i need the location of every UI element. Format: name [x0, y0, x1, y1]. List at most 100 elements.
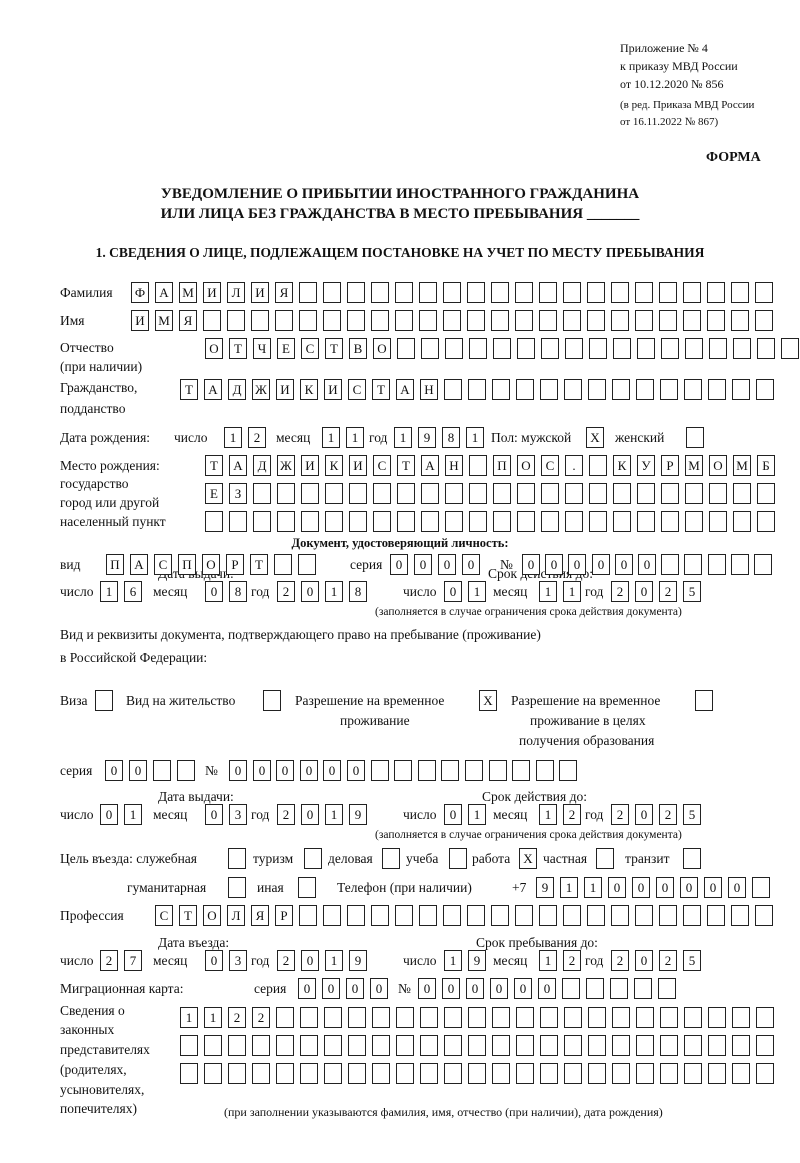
- birth-place2-cell[interactable]: [685, 483, 703, 504]
- birth-place2-cell[interactable]: [253, 483, 271, 504]
- entry-year-cell[interactable]: 0: [301, 950, 319, 971]
- reps1-cell[interactable]: [612, 1007, 630, 1028]
- until-day-cell[interactable]: 9: [468, 950, 486, 971]
- citizenship-cell[interactable]: [732, 379, 750, 400]
- patronymic-cell[interactable]: О: [373, 338, 391, 359]
- name-cell[interactable]: [539, 310, 557, 331]
- reps2-cell[interactable]: [732, 1035, 750, 1056]
- p-business-cell[interactable]: [382, 848, 400, 869]
- stay-number-cell[interactable]: 0: [276, 760, 294, 781]
- stay-number-cell[interactable]: 0: [253, 760, 271, 781]
- id-issue-year-cell[interactable]: 2: [277, 581, 295, 602]
- surname-cell[interactable]: Ф: [131, 282, 149, 303]
- stay-number-cell[interactable]: [371, 760, 389, 781]
- until-year-cell[interactable]: 2: [659, 950, 677, 971]
- reps1-cell[interactable]: [756, 1007, 774, 1028]
- surname-cell[interactable]: М: [179, 282, 197, 303]
- profession-cell[interactable]: [539, 905, 557, 926]
- surname-cell[interactable]: [563, 282, 581, 303]
- reps1-cell[interactable]: 2: [252, 1007, 270, 1028]
- id-valid-month-cell[interactable]: 1: [539, 581, 557, 602]
- id-issue-day-cell[interactable]: 6: [124, 581, 142, 602]
- birth-place3-cell[interactable]: [205, 511, 223, 532]
- patronymic-cell[interactable]: [493, 338, 511, 359]
- surname-cell[interactable]: И: [203, 282, 221, 303]
- profession-cell[interactable]: [683, 905, 701, 926]
- id-number-cell[interactable]: [731, 554, 749, 575]
- phone-cell[interactable]: 1: [560, 877, 578, 898]
- surname-cell[interactable]: А: [155, 282, 173, 303]
- id-issue-year-cell[interactable]: 0: [301, 581, 319, 602]
- reps3-cell[interactable]: [516, 1063, 534, 1084]
- reps3-cell[interactable]: [204, 1063, 222, 1084]
- profession-cell[interactable]: [347, 905, 365, 926]
- profession-cell[interactable]: [419, 905, 437, 926]
- stay-number-cell[interactable]: [418, 760, 436, 781]
- reps3-cell[interactable]: [228, 1063, 246, 1084]
- patronymic-cell[interactable]: [685, 338, 703, 359]
- sex-female-cell[interactable]: [686, 427, 704, 448]
- stay-valid-year-cell[interactable]: 2: [611, 804, 629, 825]
- birth-month-cell[interactable]: 1: [322, 427, 340, 448]
- mc-number-cell[interactable]: [658, 978, 676, 999]
- phone-cell[interactable]: 0: [728, 877, 746, 898]
- phone-cell[interactable]: 1: [584, 877, 602, 898]
- birth-year-cell[interactable]: 9: [418, 427, 436, 448]
- profession-cell[interactable]: [491, 905, 509, 926]
- surname-cell[interactable]: [539, 282, 557, 303]
- id-number-cell[interactable]: 0: [638, 554, 656, 575]
- birth-place3-cell[interactable]: [541, 511, 559, 532]
- patronymic-cell[interactable]: [589, 338, 607, 359]
- profession-cell[interactable]: [467, 905, 485, 926]
- citizenship-cell[interactable]: И: [276, 379, 294, 400]
- id-series-cell[interactable]: 0: [462, 554, 480, 575]
- id-valid-year-cell[interactable]: 2: [611, 581, 629, 602]
- name-cell[interactable]: [251, 310, 269, 331]
- entry-month-cell[interactable]: 3: [229, 950, 247, 971]
- birth-place1-cell[interactable]: К: [613, 455, 631, 476]
- phone-cell[interactable]: 0: [656, 877, 674, 898]
- id-kind-cell[interactable]: [298, 554, 316, 575]
- birth-place2-cell[interactable]: Е: [205, 483, 223, 504]
- citizenship-cell[interactable]: К: [300, 379, 318, 400]
- stay-number-cell[interactable]: 0: [323, 760, 341, 781]
- patronymic-cell[interactable]: С: [301, 338, 319, 359]
- profession-cell[interactable]: Т: [179, 905, 197, 926]
- stay-valid-month-cell[interactable]: 2: [563, 804, 581, 825]
- patronymic-cell[interactable]: [565, 338, 583, 359]
- patronymic-cell[interactable]: Т: [325, 338, 343, 359]
- profession-cell[interactable]: [515, 905, 533, 926]
- birth-place1-cell[interactable]: О: [517, 455, 535, 476]
- name-cell[interactable]: [299, 310, 317, 331]
- name-cell[interactable]: [371, 310, 389, 331]
- id-number-cell[interactable]: 0: [522, 554, 540, 575]
- id-number-cell[interactable]: 0: [545, 554, 563, 575]
- reps1-cell[interactable]: [324, 1007, 342, 1028]
- birth-place1-cell[interactable]: [589, 455, 607, 476]
- id-series-cell[interactable]: 0: [438, 554, 456, 575]
- name-cell[interactable]: [203, 310, 221, 331]
- entry-year-cell[interactable]: 2: [277, 950, 295, 971]
- patronymic-cell[interactable]: [661, 338, 679, 359]
- reps2-cell[interactable]: [636, 1035, 654, 1056]
- reps2-cell[interactable]: [516, 1035, 534, 1056]
- name-cell[interactable]: [467, 310, 485, 331]
- stay-number-cell[interactable]: 0: [347, 760, 365, 781]
- reps1-cell[interactable]: [444, 1007, 462, 1028]
- citizenship-cell[interactable]: [708, 379, 726, 400]
- profession-cell[interactable]: [443, 905, 461, 926]
- reps1-cell[interactable]: [660, 1007, 678, 1028]
- profession-cell[interactable]: [371, 905, 389, 926]
- reps2-cell[interactable]: [252, 1035, 270, 1056]
- stay-issue-day-cell[interactable]: 0: [100, 804, 118, 825]
- reps1-cell[interactable]: 1: [204, 1007, 222, 1028]
- reps2-cell[interactable]: [588, 1035, 606, 1056]
- temp-edu-cell[interactable]: [695, 690, 713, 711]
- reps3-cell[interactable]: [684, 1063, 702, 1084]
- citizenship-cell[interactable]: [588, 379, 606, 400]
- reps2-cell[interactable]: [420, 1035, 438, 1056]
- patronymic-cell[interactable]: [613, 338, 631, 359]
- entry-year-cell[interactable]: 9: [349, 950, 367, 971]
- birth-place3-cell[interactable]: [733, 511, 751, 532]
- reps2-cell[interactable]: [300, 1035, 318, 1056]
